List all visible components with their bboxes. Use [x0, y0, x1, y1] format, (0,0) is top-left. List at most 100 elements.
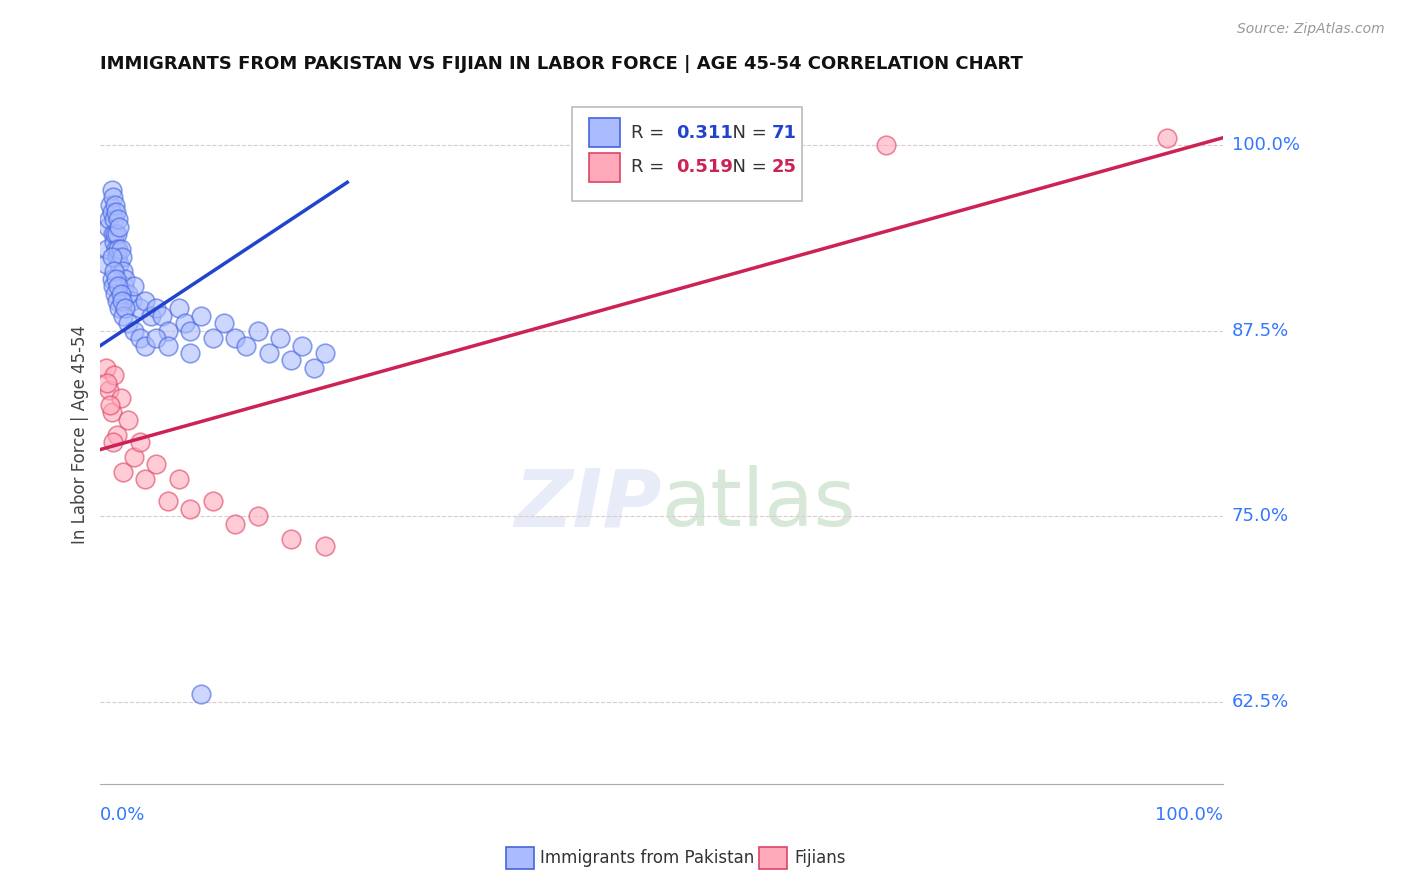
- Point: [97, 219, 120, 234]
- Point: [103, 235, 125, 249]
- Point: [134, 294, 156, 309]
- Point: [105, 272, 128, 286]
- Point: [108, 257, 131, 271]
- Text: 75.0%: 75.0%: [1232, 508, 1289, 525]
- Point: [108, 301, 131, 316]
- Point: [173, 316, 195, 330]
- Point: [179, 324, 201, 338]
- Point: [269, 331, 291, 345]
- Point: [280, 532, 302, 546]
- Point: [145, 331, 167, 345]
- Point: [100, 272, 122, 286]
- FancyBboxPatch shape: [572, 107, 801, 201]
- Point: [150, 309, 173, 323]
- Point: [122, 324, 145, 338]
- Point: [128, 331, 150, 345]
- Point: [224, 516, 246, 531]
- Point: [190, 309, 212, 323]
- Point: [128, 435, 150, 450]
- Point: [100, 250, 122, 264]
- Point: [314, 346, 336, 360]
- Point: [104, 197, 127, 211]
- Point: [201, 494, 224, 508]
- Text: Source: ZipAtlas.com: Source: ZipAtlas.com: [1237, 22, 1385, 37]
- Point: [104, 227, 127, 242]
- Point: [875, 138, 897, 153]
- Text: R =: R =: [631, 124, 671, 142]
- Point: [111, 465, 134, 479]
- Point: [117, 316, 139, 330]
- Point: [107, 279, 129, 293]
- Text: 0.311: 0.311: [676, 124, 733, 142]
- Point: [139, 309, 162, 323]
- Point: [134, 472, 156, 486]
- Text: ZIP: ZIP: [515, 466, 662, 543]
- Text: Fijians: Fijians: [794, 849, 846, 867]
- Point: [103, 368, 125, 383]
- Point: [110, 391, 132, 405]
- Text: 62.5%: 62.5%: [1232, 693, 1289, 711]
- Point: [128, 301, 150, 316]
- Text: N =: N =: [721, 124, 773, 142]
- Point: [257, 346, 280, 360]
- Point: [190, 688, 212, 702]
- Point: [1156, 130, 1178, 145]
- Point: [117, 286, 139, 301]
- Point: [105, 250, 128, 264]
- Text: 100.0%: 100.0%: [1232, 136, 1301, 154]
- Point: [111, 250, 134, 264]
- Point: [145, 301, 167, 316]
- Point: [100, 183, 122, 197]
- Point: [103, 212, 125, 227]
- Point: [108, 219, 131, 234]
- Point: [280, 353, 302, 368]
- Point: [100, 398, 122, 412]
- Point: [98, 212, 121, 227]
- Point: [105, 294, 128, 309]
- Point: [117, 413, 139, 427]
- FancyBboxPatch shape: [589, 153, 620, 182]
- Point: [179, 346, 201, 360]
- Point: [122, 450, 145, 464]
- Point: [179, 502, 201, 516]
- Point: [107, 242, 129, 256]
- Point: [167, 301, 190, 316]
- Point: [105, 242, 128, 256]
- Point: [111, 294, 134, 309]
- Point: [101, 190, 124, 204]
- Point: [96, 242, 118, 256]
- Point: [105, 205, 128, 219]
- Point: [101, 435, 124, 450]
- Point: [100, 197, 122, 211]
- Point: [110, 286, 132, 301]
- Point: [114, 272, 136, 286]
- Point: [145, 458, 167, 472]
- Point: [156, 494, 179, 508]
- Text: 0.519: 0.519: [676, 159, 733, 177]
- Point: [105, 227, 128, 242]
- Text: R =: R =: [631, 159, 671, 177]
- Point: [98, 383, 121, 397]
- Point: [291, 338, 314, 352]
- Point: [100, 405, 122, 419]
- Text: 100.0%: 100.0%: [1154, 805, 1223, 824]
- Point: [134, 338, 156, 352]
- Point: [110, 242, 132, 256]
- Point: [156, 324, 179, 338]
- Point: [235, 338, 257, 352]
- Point: [101, 227, 124, 242]
- Point: [302, 360, 325, 375]
- Point: [114, 301, 136, 316]
- Point: [101, 279, 124, 293]
- Point: [104, 286, 127, 301]
- Text: 0.0%: 0.0%: [100, 805, 146, 824]
- Text: 71: 71: [772, 124, 797, 142]
- Point: [103, 264, 125, 278]
- Point: [121, 294, 143, 309]
- Point: [167, 472, 190, 486]
- Text: Immigrants from Pakistan: Immigrants from Pakistan: [540, 849, 754, 867]
- Text: atlas: atlas: [662, 466, 856, 543]
- Point: [122, 279, 145, 293]
- Point: [94, 257, 117, 271]
- Point: [201, 331, 224, 345]
